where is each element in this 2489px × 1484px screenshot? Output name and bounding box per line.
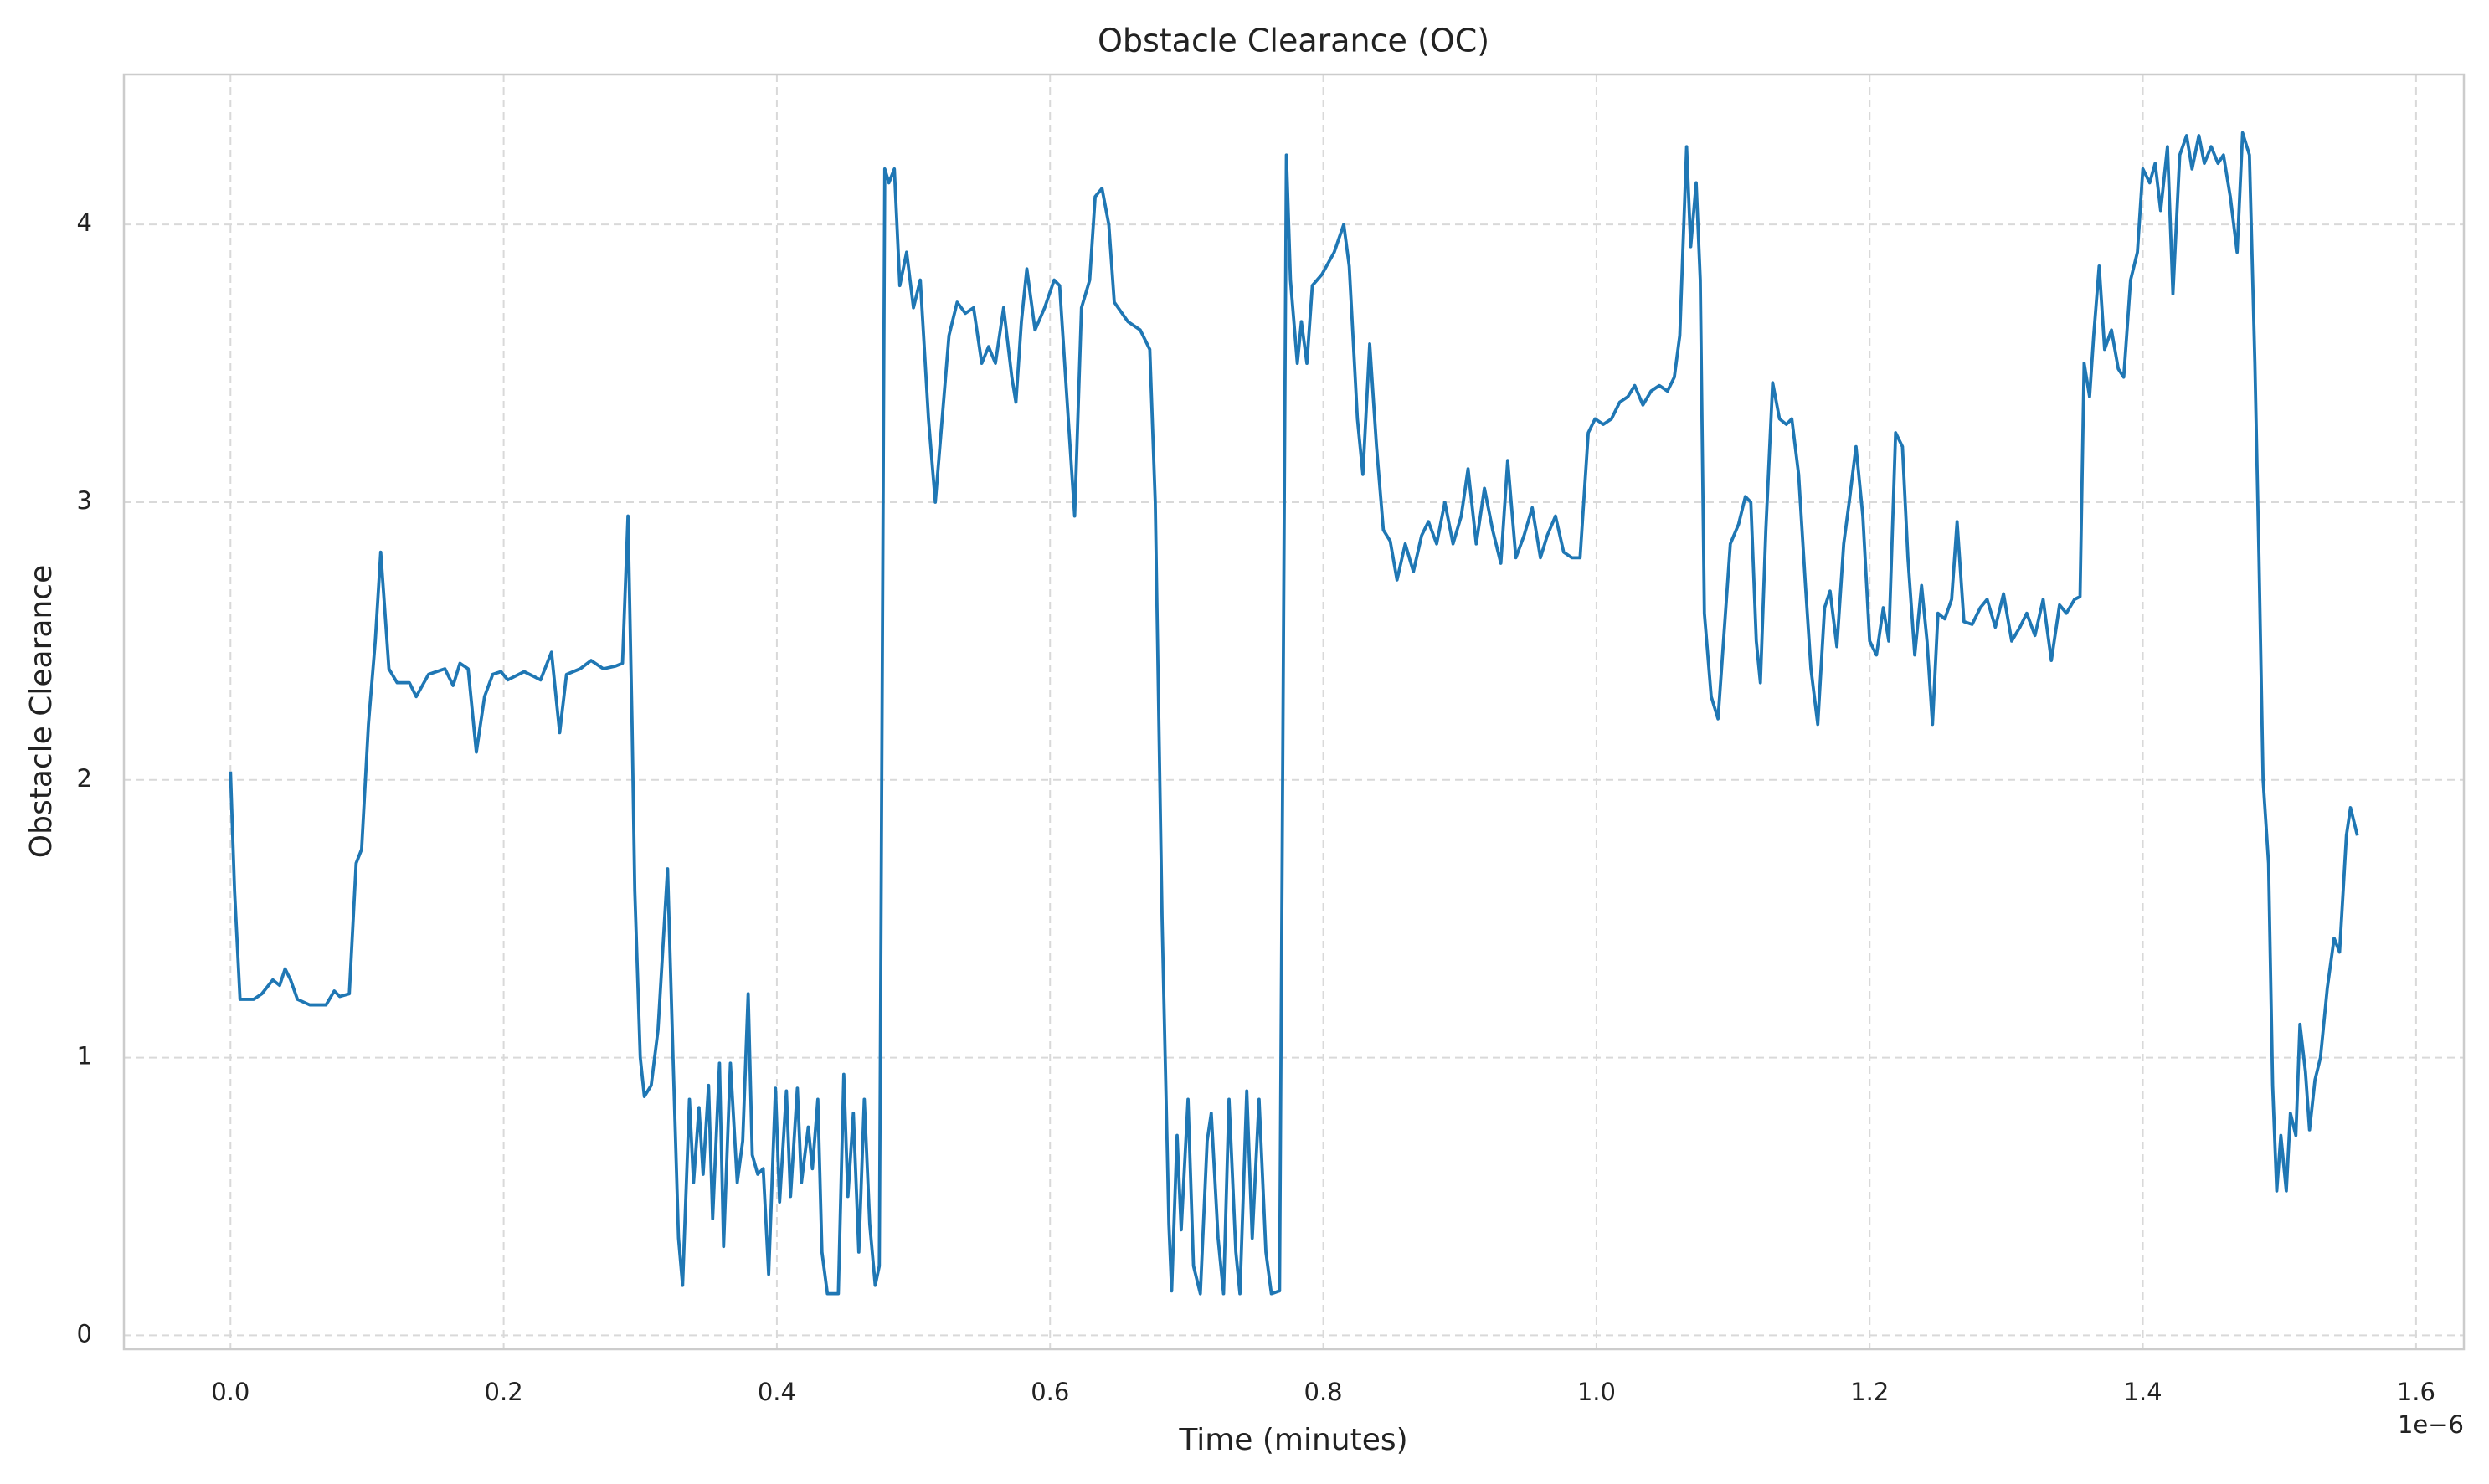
x-tick-label: 0.6 [1031, 1378, 1069, 1406]
x-axis-label: Time (minutes) [1178, 1423, 1407, 1457]
x-offset-label: 1e−6 [2398, 1410, 2464, 1439]
y-tick-label: 3 [77, 486, 92, 515]
y-tick-label: 0 [77, 1319, 92, 1348]
x-tick-label: 0.0 [211, 1378, 249, 1406]
x-tick-label: 0.8 [1304, 1378, 1343, 1406]
y-axis-label: Obstacle Clearance [24, 565, 59, 858]
x-tick-label: 1.0 [1577, 1378, 1616, 1406]
y-tick-label: 1 [77, 1042, 92, 1071]
y-tick-label: 2 [77, 764, 92, 793]
data-line [229, 131, 2359, 1296]
x-tick-label: 0.4 [758, 1378, 796, 1406]
plot-frame [122, 73, 2466, 1351]
x-tick-label: 0.2 [485, 1378, 523, 1406]
x-tick-label: 1.6 [2397, 1378, 2435, 1406]
x-tick-label: 1.4 [2124, 1378, 2162, 1406]
y-tick-label: 4 [77, 208, 92, 237]
chart-title: Obstacle Clearance (OC) [1098, 23, 1489, 59]
x-tick-label: 1.2 [1850, 1378, 1889, 1406]
